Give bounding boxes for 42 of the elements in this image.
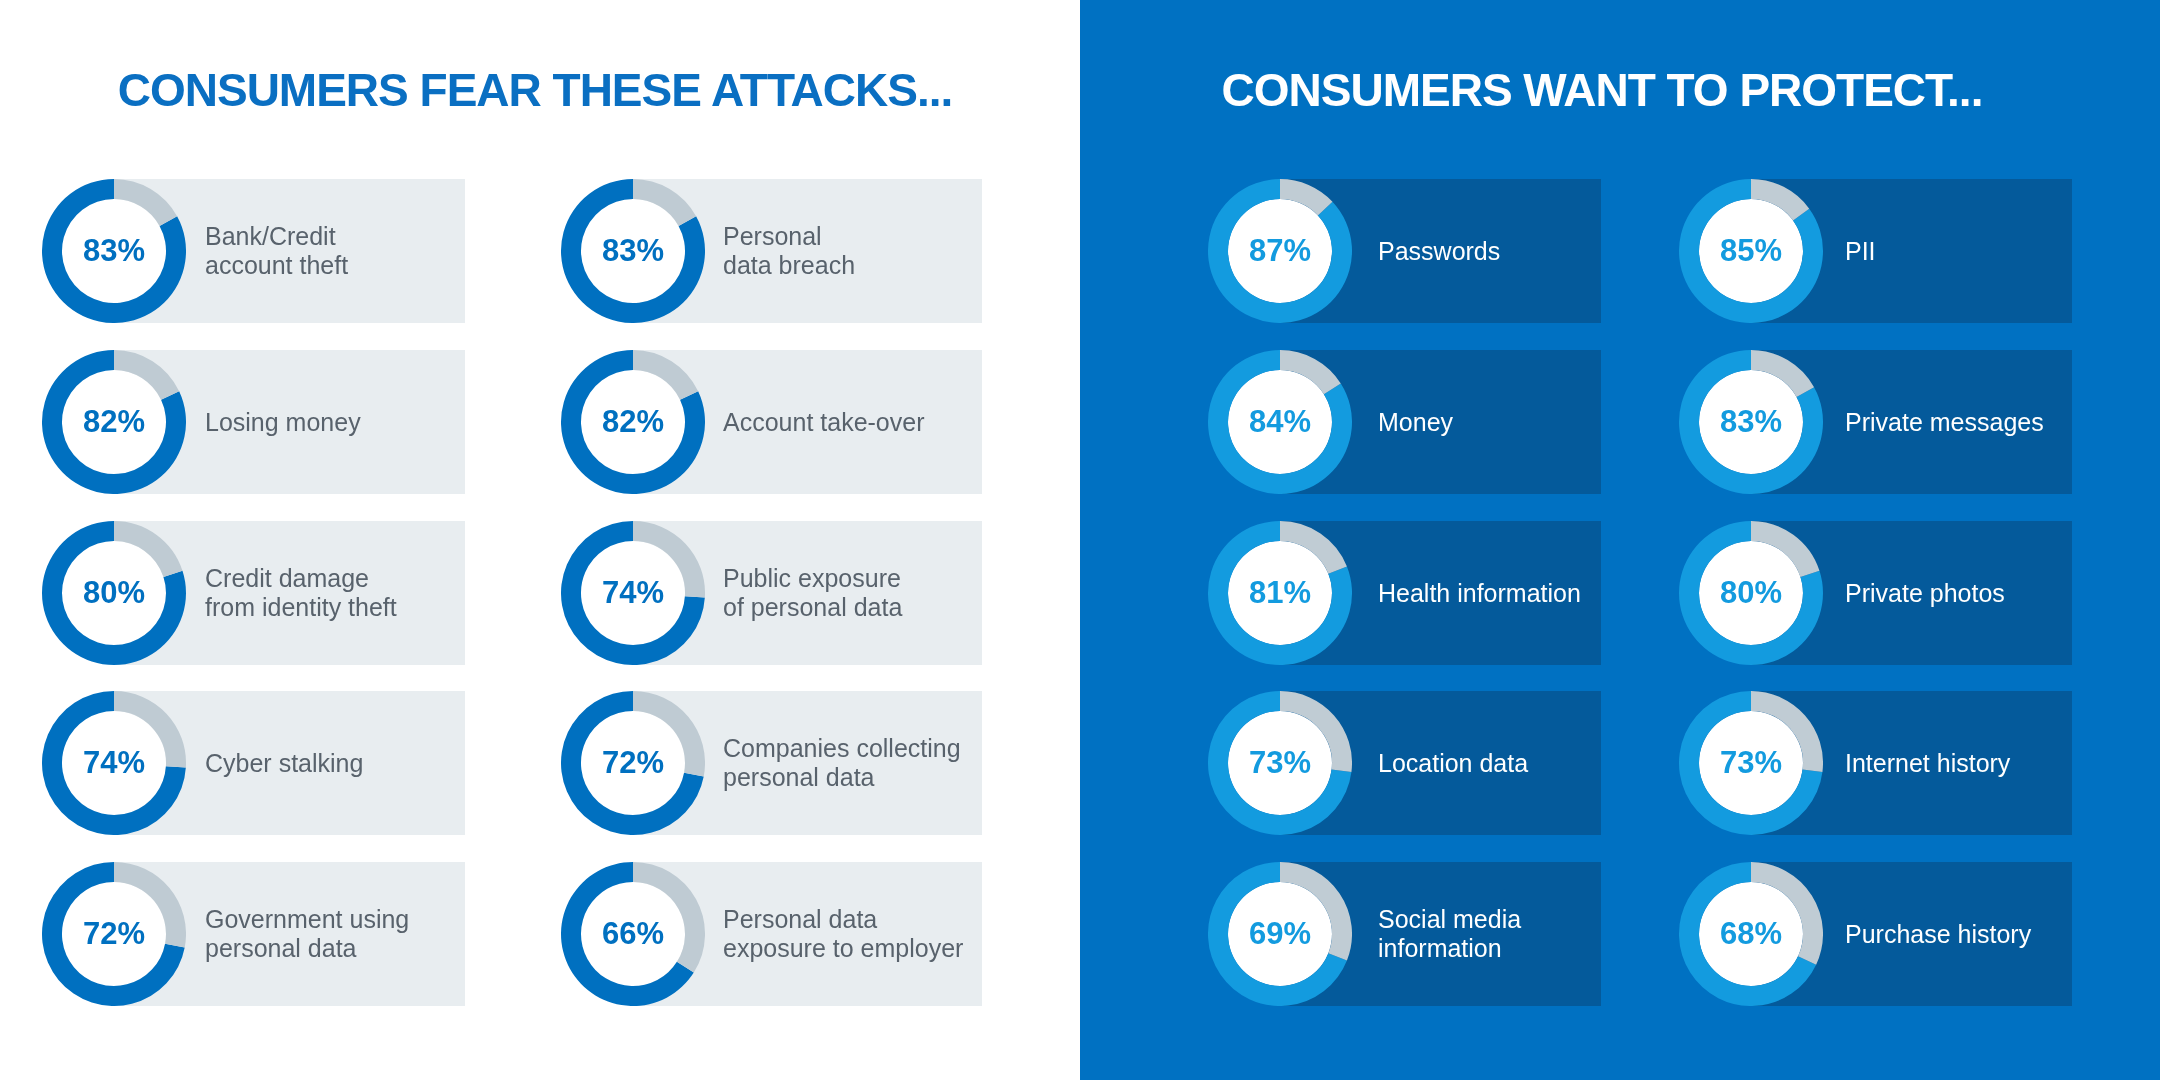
text: Account take-over [723, 407, 925, 437]
text: Credit damage from identity theft [205, 564, 397, 622]
text: Companies collecting personal data [723, 734, 961, 792]
text: Private photos [1845, 578, 2005, 608]
data-label: 82% [82, 403, 146, 439]
data-label: 74% [601, 574, 665, 610]
text: Passwords [1378, 236, 1501, 266]
text: Losing money [205, 407, 361, 437]
text: Cyber stalking [205, 748, 364, 778]
data-label: 82% [601, 403, 665, 439]
text: Health information [1378, 578, 1581, 608]
data-label: 69% [1248, 915, 1312, 951]
data-label: 72% [601, 744, 665, 780]
text: Private messages [1845, 407, 2044, 437]
data-label: 83% [601, 232, 665, 268]
data-label: 73% [1248, 744, 1312, 780]
text: Location data [1378, 748, 1529, 778]
data-label: 83% [1719, 403, 1783, 439]
data-label: 68% [1719, 915, 1783, 951]
text: Social media information [1378, 905, 1522, 963]
text: Personal data exposure to employer [723, 905, 964, 963]
data-label: 80% [82, 574, 146, 610]
data-label: 66% [601, 915, 665, 951]
text: Internet history [1845, 748, 2011, 778]
data-label: 72% [82, 915, 146, 951]
data-label: 73% [1719, 744, 1783, 780]
text: PII [1845, 236, 1876, 266]
text: Purchase history [1845, 919, 2032, 949]
text: Public exposure of personal data [723, 564, 903, 622]
text: Money [1378, 407, 1454, 437]
data-label: 84% [1248, 403, 1312, 439]
text: CONSUMERS FEAR THESE ATTACKS... [117, 63, 953, 117]
text: Personal data breach [723, 222, 856, 280]
text: CONSUMERS WANT TO PROTECT... [1221, 63, 1983, 117]
data-label: 83% [82, 232, 146, 268]
text: Bank/Credit account theft [205, 222, 349, 280]
data-label: 80% [1719, 574, 1783, 610]
data-label: 87% [1248, 232, 1312, 268]
data-label: 81% [1248, 574, 1312, 610]
data-label: 74% [82, 744, 146, 780]
text: Government using personal data [205, 905, 410, 963]
data-label: 85% [1719, 232, 1783, 268]
